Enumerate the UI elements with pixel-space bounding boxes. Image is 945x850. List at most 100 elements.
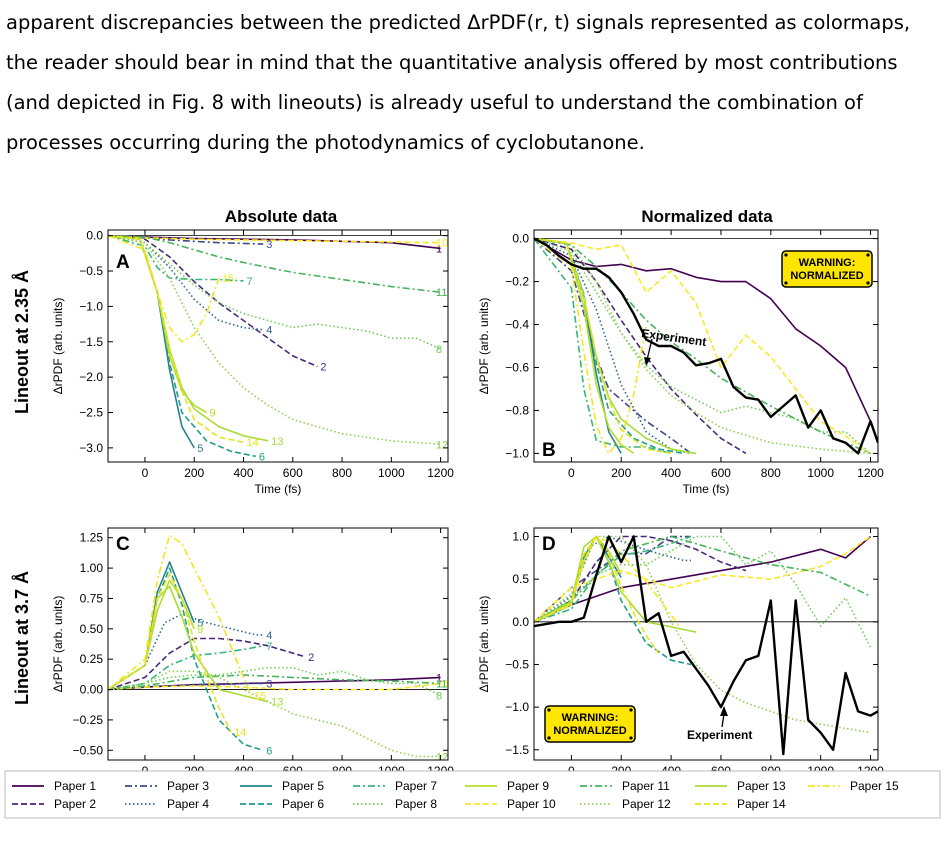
y-axis-label: ΔrPDF (arb. units) [477,596,491,693]
series-paper-1 [534,535,872,623]
series-end-label: 8 [436,691,442,703]
series-paper-11 [108,674,441,691]
series-end-label: 9 [210,407,216,419]
legend-label: Paper 7 [395,779,437,793]
legend-label: Paper 14 [737,797,786,811]
series-end-label: 15 [254,691,266,703]
series-paper-11 [108,234,441,293]
y-tick-label: 0.50 [80,622,104,636]
series-end-label: 7 [247,276,253,288]
legend-label: Paper 1 [54,779,96,793]
y-tick-label: 1.0 [512,530,529,544]
series-paper-14 [108,234,244,443]
series-paper-15 [108,234,220,343]
legend-label: Paper 9 [507,779,549,793]
series-paper-10 [108,682,441,691]
legend-label: Paper 11 [622,779,670,793]
series-paper-10 [108,234,441,244]
legend-entry: Paper 2 [12,797,96,811]
x-axis-label: Time (fs) [255,482,302,496]
panel-B: 0 200 400 600 800 1000 1200 0.0 −0.2 −0.4 −0.6 −0.8… [477,229,884,496]
series-paper-7 [108,645,264,691]
paragraph-line: apparent discrepancies between the predi… [6,11,911,34]
y-tick-label: −0.25 [73,713,104,727]
series-end-label: 11 [436,678,447,690]
legend-entry: Paper 10 [465,797,556,811]
paragraph-line: the reader should bear in mind that the … [6,51,898,74]
series-paper-8 [534,535,872,648]
series-paper-14 [108,573,232,733]
series-group [108,234,441,458]
panel-letter: D [542,534,556,555]
y-tick-label: −3.0 [79,441,103,455]
warning-text: NORMALIZED [790,270,863,282]
series-paper-14 [534,535,660,654]
series-paper-12 [534,535,871,734]
experiment-annotation: Experiment [687,706,752,742]
x-tick-label: 200 [611,466,631,480]
row-label-235: Lineout at 2.35 Å [12,270,32,414]
series-end-label: 8 [436,344,442,356]
x-tick-label: 800 [332,466,352,480]
panel-D: 0200400600800100012001.00.50.0−0.5−1.0−1… [477,527,884,794]
axes-frame [107,229,449,463]
x-tick-label: 1200 [427,466,454,480]
legend-entry: Paper 6 [240,797,324,811]
experiment-line [534,237,878,455]
series-paper-12 [108,670,441,758]
warning-text: NORMALIZED [553,725,626,737]
legend: Paper 1 Paper 2 Paper 3 Paper 4 Paper 5 Paper… [4,770,941,819]
y-tick-label: 0.75 [80,591,104,605]
y-tick-label: 1.00 [80,561,104,575]
y-tick-label: 0.0 [86,229,103,243]
legend-label: Paper 8 [395,797,437,811]
legend-entry: Paper 14 [695,797,786,811]
row-label-37: Lineout at 3.7 Å [12,571,32,705]
series-paper-12 [108,234,441,446]
experiment-line [534,535,878,756]
series-end-label: 3 [266,678,272,690]
warning-text: WARNING: [799,257,856,269]
x-tick-label: 600 [283,466,303,480]
series-paper-11 [534,535,871,623]
y-tick-label: 0.25 [80,652,104,666]
series-end-label: 11 [436,287,447,299]
series-end-label: 13 [271,436,283,448]
series-paper-15 [108,534,252,696]
series-paper-4 [108,613,264,691]
legend-frame [4,770,941,819]
series-end-label: 6 [259,451,265,463]
series-end-label: 10 [436,238,448,250]
y-tick-label: −1.5 [505,743,529,757]
series-paper-3 [108,234,264,245]
axes-frame [107,527,449,761]
series-paper-2 [108,234,318,368]
series-end-label: 10 [436,678,448,690]
x-axis-label: Time (fs) [683,482,730,496]
x-tick-label: 1000 [378,466,405,480]
legend-entry: Paper 13 [695,779,786,793]
legend-label: Paper 5 [282,779,324,793]
x-tick-label: 0 [568,466,575,480]
legend-label: Paper 13 [737,779,786,793]
y-tick-label: −0.2 [505,275,529,289]
y-axis-label: ΔrPDF (arb. units) [51,298,65,395]
series-paper-15 [534,237,647,455]
series-end-label: 6 [266,745,272,757]
paragraph-line: (and depicted in Fig. 8 with lineouts) i… [6,91,863,114]
panel-letter: B [542,440,556,461]
axes-frame [533,527,879,761]
experiment-annotation: Experiment [641,326,707,366]
series-end-label: 1 [436,672,442,684]
series-paper-1 [534,237,878,443]
series-end-label: 15 [222,273,234,285]
panel-C: 1234567891011121314150200400600800100012… [51,527,454,794]
col-title-normalized: Normalized data [641,207,773,226]
series-paper-2 [534,535,747,623]
series-end-label: 12 [436,439,448,451]
series-end-label: 4 [266,325,272,337]
series-paper-14 [534,237,672,455]
series-end-label: 5 [197,443,203,455]
y-axis-label: ΔrPDF (arb. units) [51,596,65,693]
